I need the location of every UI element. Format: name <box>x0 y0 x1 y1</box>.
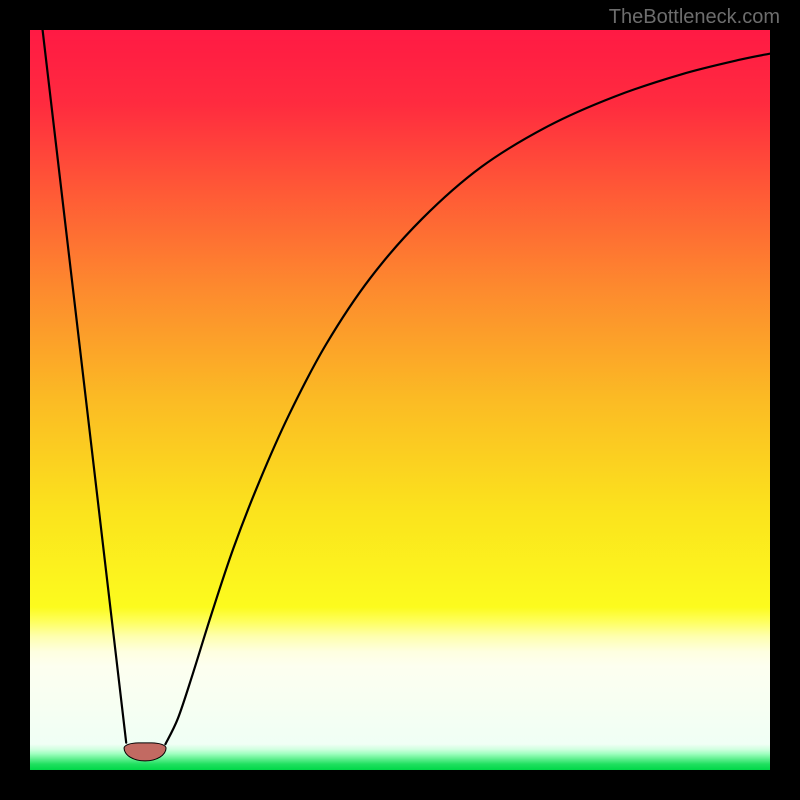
attribution-text: TheBottleneck.com <box>609 6 780 29</box>
right-rising-curve <box>165 54 770 744</box>
bottleneck-curve <box>30 30 770 770</box>
chart-outer-frame: TheBottleneck.com <box>0 0 800 800</box>
plot-area <box>30 30 770 770</box>
left-descending-line <box>43 30 127 743</box>
